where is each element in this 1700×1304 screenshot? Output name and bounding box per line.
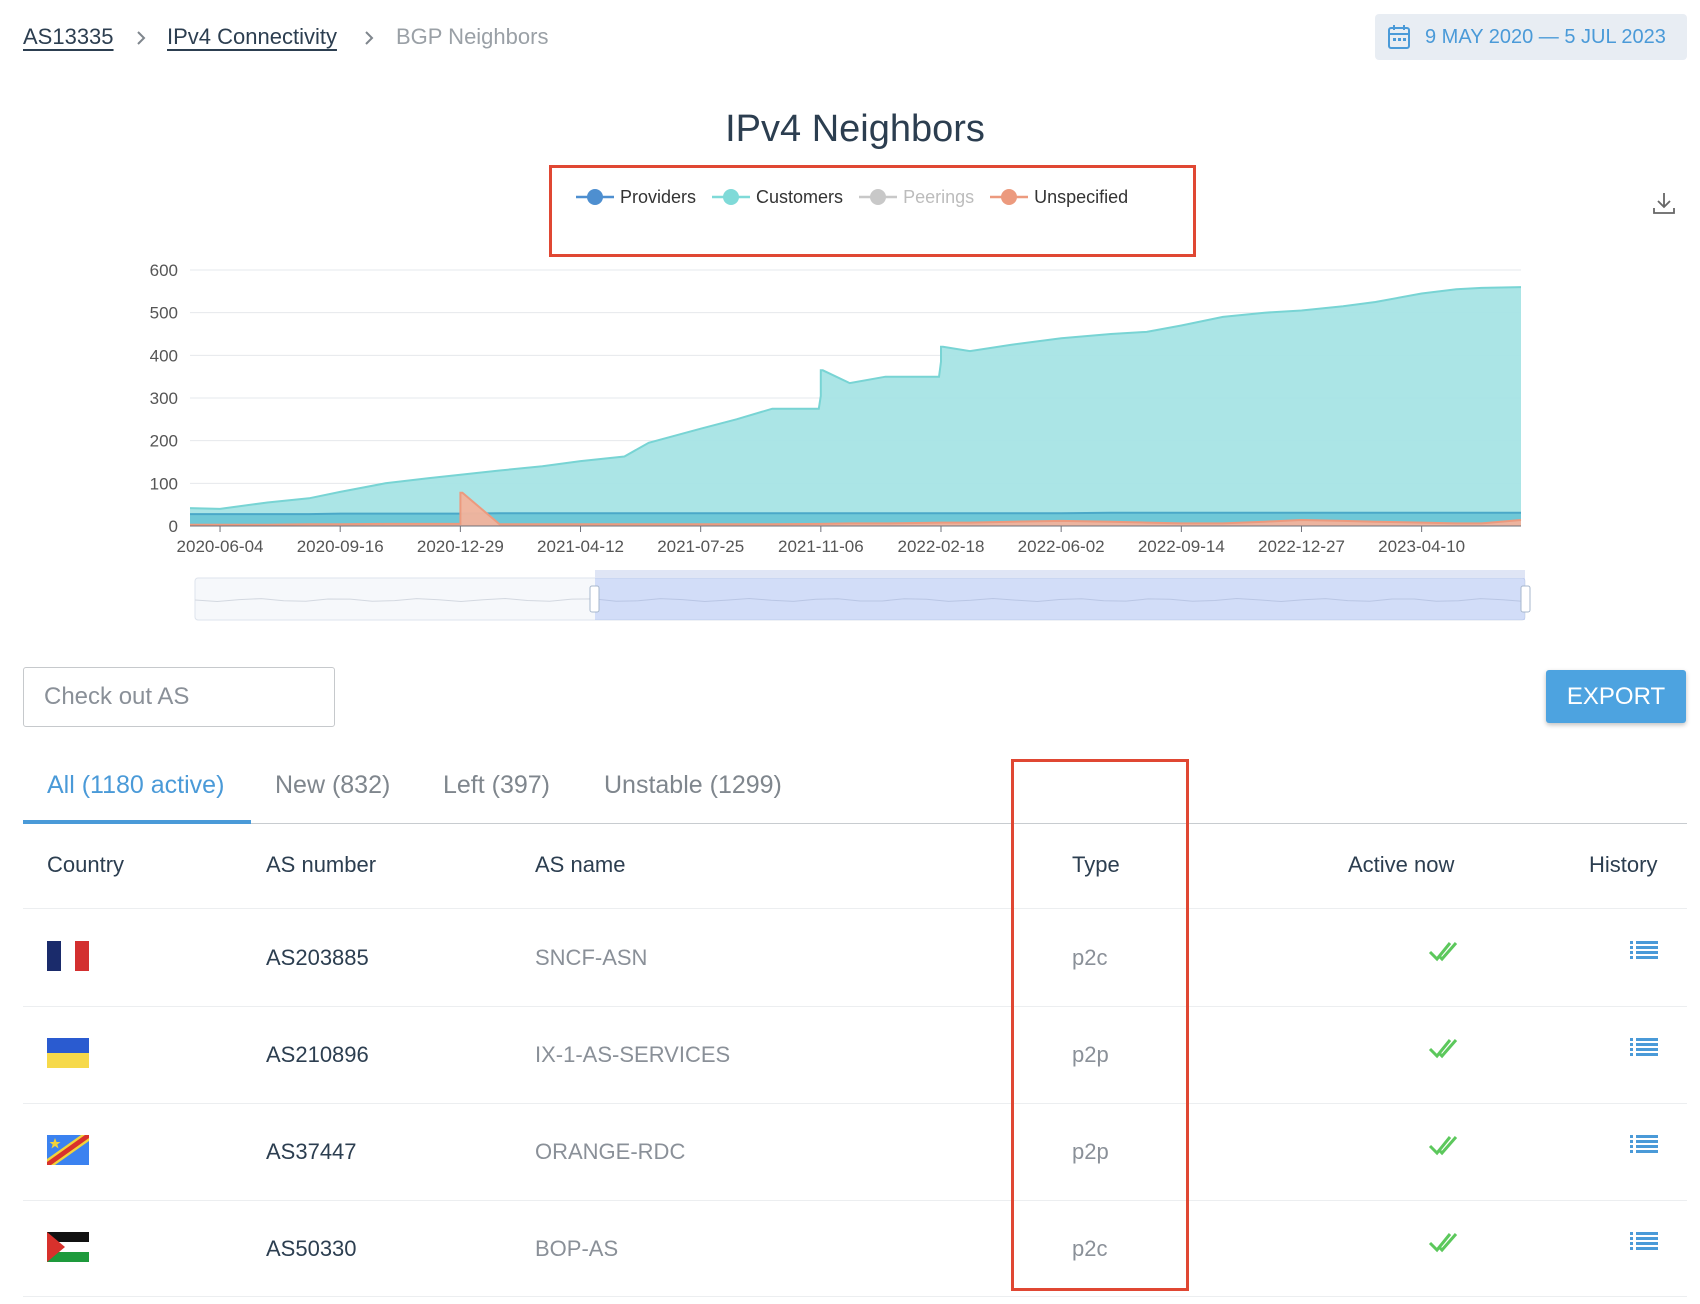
zoom-slider[interactable]: [194, 570, 1531, 621]
line-unspecified: [190, 491, 1522, 526]
as-number-cell[interactable]: AS203885: [266, 945, 369, 970]
zoom-selection-bar: [595, 570, 1525, 578]
double-check-icon: [1428, 1136, 1458, 1156]
tab-left[interactable]: Left (397): [443, 771, 551, 799]
date-range-label: 9 MAY 2020 — 5 JUL 2023: [1425, 25, 1666, 48]
column-header-active-now: Active now: [1348, 852, 1455, 877]
row-divider: [23, 1103, 1687, 1104]
type-cell: p2c: [1072, 1236, 1108, 1261]
chevron-right-icon: [365, 31, 374, 45]
tab-all[interactable]: All (1180 active): [47, 771, 225, 799]
tabs-divider: [23, 823, 1687, 824]
as-name-cell: SNCF-ASN: [535, 945, 648, 970]
breadcrumb-bgp-neighbors: BGP Neighbors: [396, 24, 549, 49]
tab-new[interactable]: New (832): [275, 771, 391, 799]
double-check-icon: [1428, 1233, 1458, 1253]
y-tick-label: 200: [150, 432, 178, 451]
x-tick-label: 2020-09-16: [297, 537, 384, 556]
chart-series: [189, 286, 1522, 526]
zoom-selection: [595, 578, 1525, 620]
legend-marker-customers: [712, 189, 751, 205]
as-number-cell[interactable]: AS37447: [266, 1139, 357, 1164]
legend-label-unspecified: Unspecified: [1034, 186, 1129, 207]
legend-label-peerings: Peerings: [903, 186, 975, 207]
type-cell: p2p: [1072, 1042, 1109, 1067]
chart-axes: 0 100 200 300 400 500 600 2020-06-04 2020-09-16 2…: [150, 261, 1521, 556]
x-tick-label: 2020-06-04: [177, 537, 264, 556]
area-customers: [190, 287, 1521, 526]
y-tick-label: 100: [150, 474, 178, 493]
history-list-icon[interactable]: [1630, 940, 1658, 960]
column-header-as-number: AS number: [266, 852, 377, 877]
x-tick-label: 2022-09-14: [1138, 537, 1225, 556]
column-header-as-name: AS name: [535, 852, 626, 877]
check-out-as-input[interactable]: [23, 667, 335, 727]
chart-legend: Providers Customers Peerings Unspecified: [576, 184, 1144, 210]
as-name-cell: IX-1-AS-SERVICES: [535, 1042, 731, 1067]
y-tick-label: 300: [150, 389, 178, 408]
flag-france-icon: [47, 941, 89, 971]
legend-marker-providers: [576, 189, 614, 205]
as-number-cell[interactable]: AS50330: [266, 1236, 357, 1261]
legend-item-customers[interactable]: Customers: [712, 187, 843, 208]
double-check-icon: [1428, 1039, 1458, 1059]
breadcrumb-as13335[interactable]: AS13335: [23, 24, 114, 49]
x-tick-label: 2023-04-10: [1378, 537, 1465, 556]
legend-label-providers: Providers: [620, 186, 697, 207]
legend-marker-peerings: [859, 189, 898, 205]
history-list-icon[interactable]: [1630, 1037, 1658, 1057]
column-header-type: Type: [1072, 852, 1120, 877]
x-tick-label: 2020-12-29: [417, 537, 504, 556]
column-header-country: Country: [47, 852, 125, 877]
type-cell: p2c: [1072, 945, 1108, 970]
type-column-highlight-box: [1011, 759, 1189, 1291]
as-name-cell: ORANGE-RDC: [535, 1139, 686, 1164]
y-tick-label: 500: [150, 304, 178, 323]
flag-palestine-icon: [47, 1232, 89, 1262]
as-number-cell[interactable]: AS210896: [266, 1042, 369, 1067]
legend-label-customers: Customers: [756, 186, 844, 207]
line-providers: [190, 511, 1521, 516]
export-button[interactable]: EXPORT: [1546, 670, 1686, 723]
as-name-cell: BOP-AS: [535, 1236, 619, 1261]
x-tick-label: 2022-06-02: [1018, 537, 1105, 556]
row-divider: [23, 1200, 1687, 1201]
active-tab-indicator: [23, 820, 251, 824]
calendar-icon: [1388, 25, 1410, 49]
row-divider: [23, 1296, 1687, 1297]
x-tick-label: 2022-02-18: [898, 537, 985, 556]
history-list-icon[interactable]: [1630, 1134, 1658, 1154]
legend-item-unspecified[interactable]: Unspecified: [990, 187, 1128, 208]
neighbors-area-chart: 0 100 200 300 400 500 600 2020-06-04 2020-09-16 2…: [150, 261, 1531, 621]
legend-highlight-box: [549, 165, 1196, 257]
line-customers: [189, 286, 1522, 510]
zoom-handle-right: [1520, 585, 1531, 613]
tab-unstable[interactable]: Unstable (1299): [604, 771, 782, 799]
x-tick-label: 2021-07-25: [657, 537, 744, 556]
legend-item-providers[interactable]: Providers: [576, 187, 696, 208]
y-tick-label: 400: [150, 346, 178, 365]
flag-dr-congo-icon: [47, 1135, 89, 1165]
legend-item-peerings[interactable]: Peerings: [859, 187, 974, 208]
y-tick-label: 0: [169, 517, 178, 536]
y-tick-label: 600: [150, 261, 178, 280]
date-range-picker[interactable]: 9 MAY 2020 — 5 JUL 2023: [1375, 14, 1687, 60]
row-divider: [23, 1006, 1687, 1007]
breadcrumb-ipv4-connectivity[interactable]: IPv4 Connectivity: [167, 24, 337, 49]
x-tick-label: 2021-11-06: [778, 537, 864, 556]
chevron-right-icon: [137, 31, 146, 45]
type-cell: p2p: [1072, 1139, 1109, 1164]
flag-ukraine-icon: [47, 1038, 89, 1068]
row-divider: [23, 908, 1687, 909]
legend-marker-unspecified: [990, 189, 1029, 205]
column-header-history: History: [1589, 852, 1658, 877]
zoom-preview-line: [194, 597, 1526, 603]
history-list-icon[interactable]: [1630, 1231, 1658, 1251]
x-tick-label: 2021-04-12: [537, 537, 624, 556]
x-tick-label: 2022-12-27: [1258, 537, 1345, 556]
double-check-icon: [1428, 942, 1458, 962]
chart-title: IPv4 Neighbors: [725, 108, 985, 150]
download-icon[interactable]: [1651, 190, 1677, 216]
zoom-handle-left: [589, 585, 600, 613]
